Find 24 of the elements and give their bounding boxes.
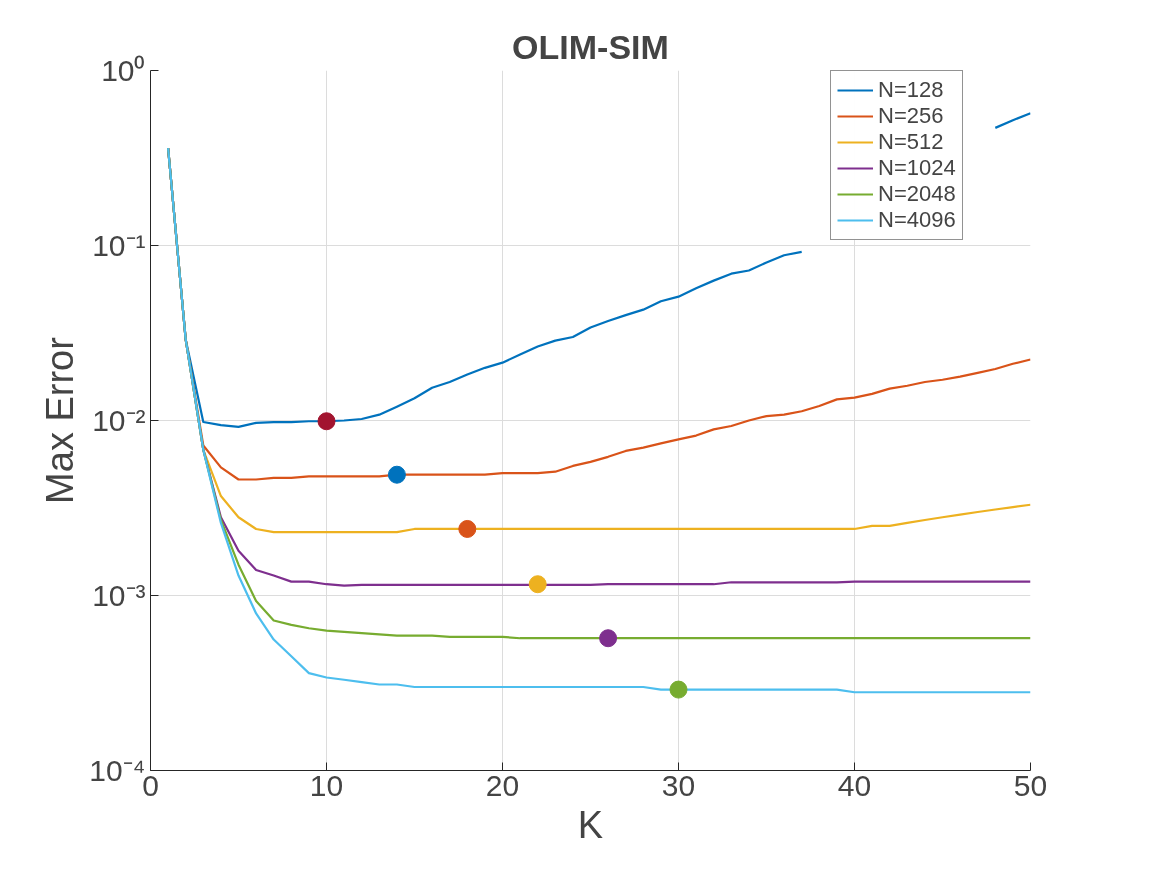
y-tick-label: 10⁰ — [101, 54, 146, 87]
point — [599, 629, 618, 648]
legend-label: N=4096 — [878, 207, 956, 233]
x-tick-label: 10 — [309, 768, 344, 802]
chart-title: OLIM-SIM — [512, 27, 669, 66]
legend-label: N=1024 — [878, 155, 956, 181]
x-tick-label: 50 — [1013, 768, 1048, 802]
point — [669, 680, 688, 699]
legend-label: N=512 — [878, 129, 944, 155]
y-axis-title: Max Error — [39, 336, 82, 504]
y-tick-label: 10⁻² — [92, 404, 146, 437]
y-tick-label: 10⁻¹ — [92, 229, 146, 262]
legend-label: N=256 — [878, 103, 944, 129]
x-tick-label: 30 — [661, 768, 696, 802]
x-tick-label: 20 — [485, 768, 520, 802]
y-tick-label: 10⁻³ — [92, 579, 146, 612]
point — [528, 575, 547, 594]
legend-label: N=128 — [878, 77, 944, 103]
point — [317, 412, 336, 431]
x-axis-title: K — [577, 803, 604, 846]
point — [458, 519, 477, 538]
legend-label: N=2048 — [878, 181, 956, 207]
x-tick-label: 40 — [837, 768, 872, 802]
point — [387, 465, 406, 484]
